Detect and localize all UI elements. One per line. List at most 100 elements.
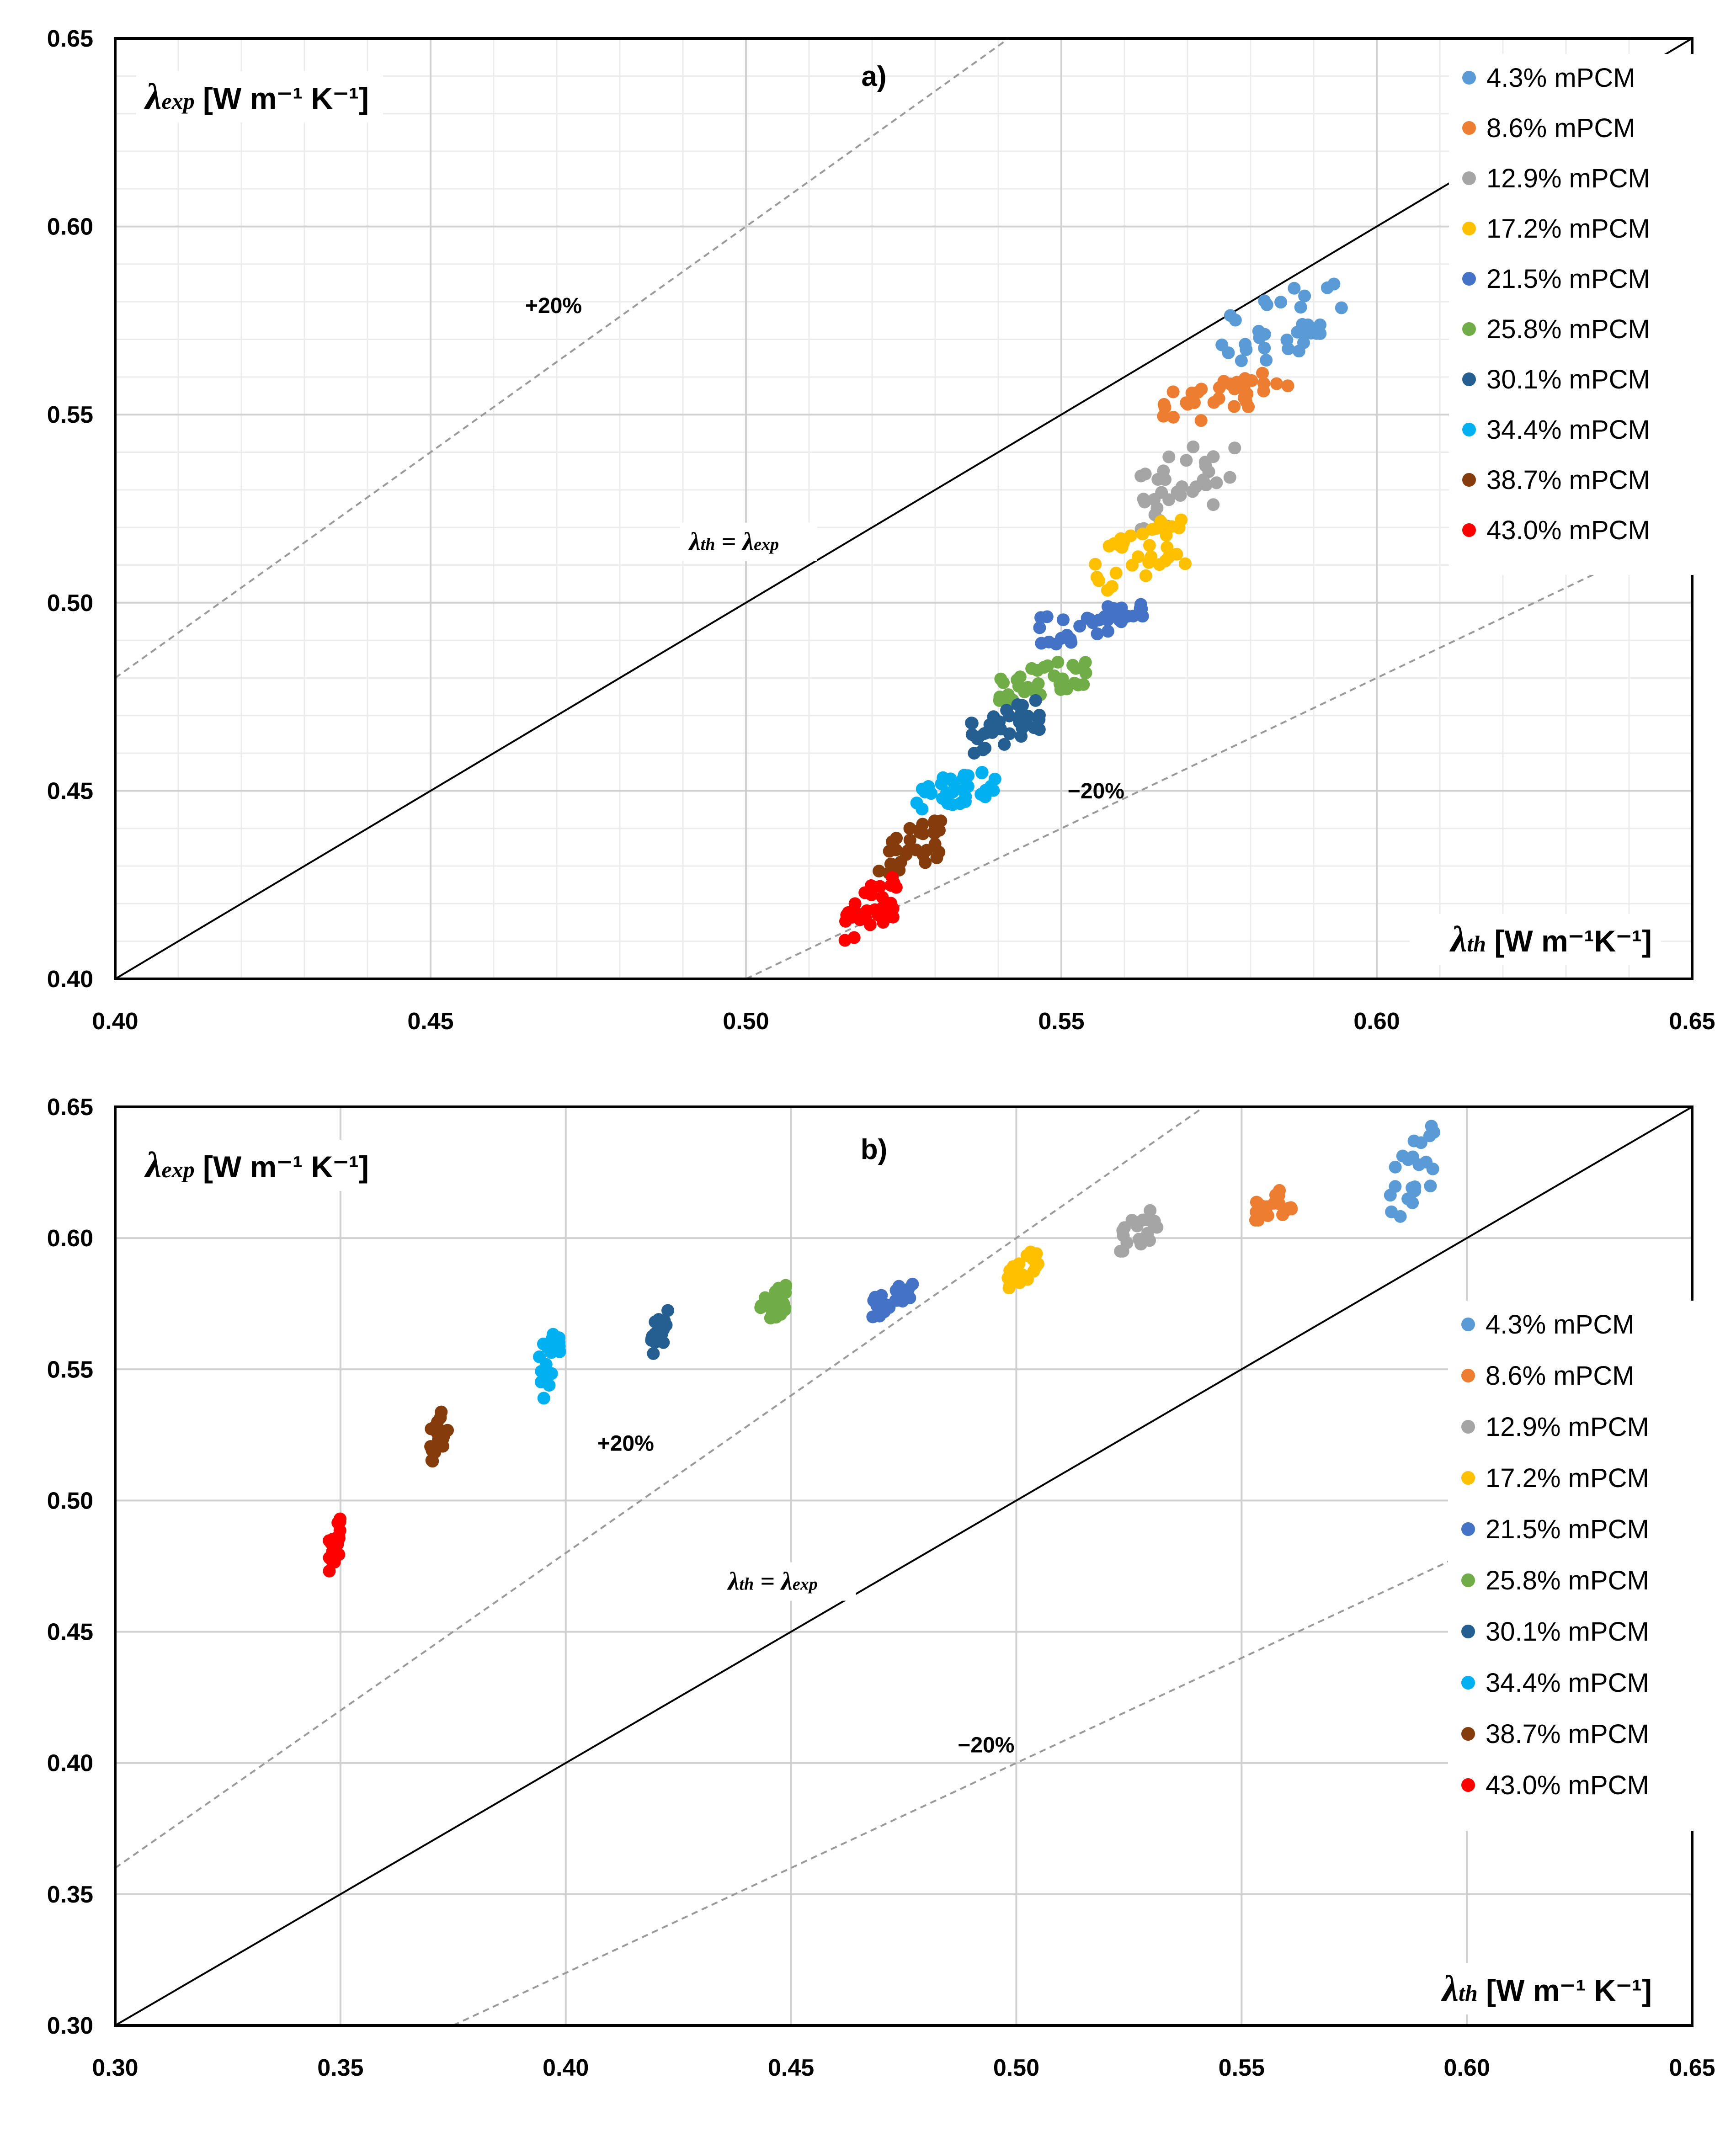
data-point — [1425, 1120, 1438, 1133]
data-point — [1207, 498, 1220, 511]
y-label-unit: [W m⁻¹ K⁻¹] — [195, 81, 369, 115]
data-point — [1270, 377, 1283, 390]
data-point — [1033, 713, 1046, 726]
data-point — [916, 827, 930, 840]
data-point — [1127, 610, 1140, 623]
y-label-subscript: exp — [162, 88, 195, 114]
data-point — [1389, 1180, 1402, 1193]
data-point — [975, 765, 989, 779]
data-point — [1327, 277, 1341, 291]
data-point — [1199, 459, 1212, 473]
y-axis-label: λexp [W m⁻¹ K⁻¹] — [144, 77, 369, 117]
legend-label: 12.9% mPCM — [1486, 1412, 1649, 1442]
series-17-2-mpcm — [1089, 513, 1192, 597]
legend-marker — [1462, 171, 1476, 185]
data-point — [537, 1392, 550, 1405]
data-point — [1065, 636, 1078, 649]
grid — [115, 1107, 1692, 2025]
y-label-unit: [W m⁻¹ K⁻¹] — [195, 1150, 369, 1184]
series-25-8-mpcm — [754, 1279, 792, 1325]
data-point — [1229, 314, 1242, 327]
series-38-7-mpcm — [873, 814, 948, 880]
data-point — [1116, 1244, 1129, 1258]
data-point — [1003, 709, 1016, 723]
data-point — [767, 1294, 781, 1307]
data-point — [1073, 620, 1086, 633]
data-point — [971, 732, 984, 745]
y-tick-label: 0.50 — [47, 590, 93, 616]
y-tick-label: 0.55 — [47, 402, 93, 428]
data-point — [1086, 616, 1099, 629]
data-point — [997, 676, 1010, 689]
data-point — [1414, 1136, 1427, 1149]
data-point — [779, 1286, 792, 1299]
data-point — [1406, 1150, 1419, 1164]
identity-label-bg — [680, 522, 817, 561]
data-point — [1251, 1212, 1264, 1225]
data-point — [1228, 441, 1241, 455]
data-point — [1134, 469, 1148, 483]
data-point — [876, 891, 889, 904]
data-point — [1147, 1218, 1161, 1231]
data-point — [441, 1424, 454, 1437]
data-point — [1115, 615, 1128, 628]
data-point — [323, 1534, 336, 1547]
data-point — [534, 1376, 548, 1389]
data-point — [1051, 655, 1065, 669]
legend-label: 38.7% mPCM — [1486, 1719, 1649, 1749]
identity-sub-exp: exp — [754, 535, 779, 554]
data-point — [1108, 537, 1121, 550]
data-point — [1238, 372, 1251, 385]
data-point — [1166, 385, 1180, 399]
legend-label: 17.2% mPCM — [1486, 214, 1650, 244]
x-tick-label: 0.40 — [92, 1008, 138, 1035]
data-point — [1166, 410, 1180, 424]
data-point — [1157, 409, 1170, 423]
y-tick-label: 0.65 — [47, 26, 93, 52]
data-point — [1210, 476, 1223, 489]
data-point — [755, 1299, 768, 1312]
x-tick-label: 0.60 — [1444, 2055, 1490, 2081]
data-point — [955, 796, 968, 809]
data-point — [1260, 354, 1273, 367]
data-point — [875, 1289, 888, 1302]
data-point — [1015, 730, 1028, 743]
data-point — [1292, 345, 1305, 358]
data-point — [533, 1350, 546, 1363]
data-point — [903, 822, 916, 835]
data-point — [1109, 567, 1123, 580]
series-17-2-mpcm — [1001, 1245, 1044, 1295]
data-point — [1253, 331, 1266, 345]
data-point — [535, 1365, 548, 1378]
data-point — [1223, 471, 1236, 484]
data-point — [1389, 1160, 1402, 1174]
x-tick-label: 0.40 — [543, 2055, 589, 2081]
data-point — [873, 865, 886, 878]
data-point — [1145, 523, 1159, 536]
y-tick-label: 0.30 — [47, 2013, 93, 2039]
legend-label: 25.8% mPCM — [1486, 314, 1650, 344]
y-tick-label: 0.60 — [47, 214, 93, 240]
data-point — [936, 792, 949, 805]
data-point — [553, 1331, 566, 1345]
x-tick-label: 0.50 — [723, 1008, 769, 1035]
data-point — [1133, 1233, 1146, 1246]
series-4-3-mpcm — [1215, 277, 1348, 367]
data-point — [1079, 656, 1092, 669]
data-point — [1011, 698, 1024, 712]
y-label-subscript: exp — [162, 1157, 195, 1182]
data-point — [1027, 1253, 1040, 1266]
legend-marker — [1461, 1625, 1475, 1638]
data-point — [1117, 536, 1130, 549]
legend-marker — [1461, 1369, 1475, 1382]
data-point — [1079, 666, 1092, 680]
identity-lambda-th: λ — [727, 1568, 740, 1596]
data-point — [1242, 400, 1255, 414]
data-point — [1241, 387, 1254, 400]
data-point — [1420, 1155, 1433, 1169]
data-point — [661, 1304, 675, 1317]
series-25-8-mpcm — [993, 655, 1092, 707]
data-point — [1161, 541, 1174, 554]
data-point — [1136, 610, 1149, 623]
data-point — [840, 909, 853, 922]
